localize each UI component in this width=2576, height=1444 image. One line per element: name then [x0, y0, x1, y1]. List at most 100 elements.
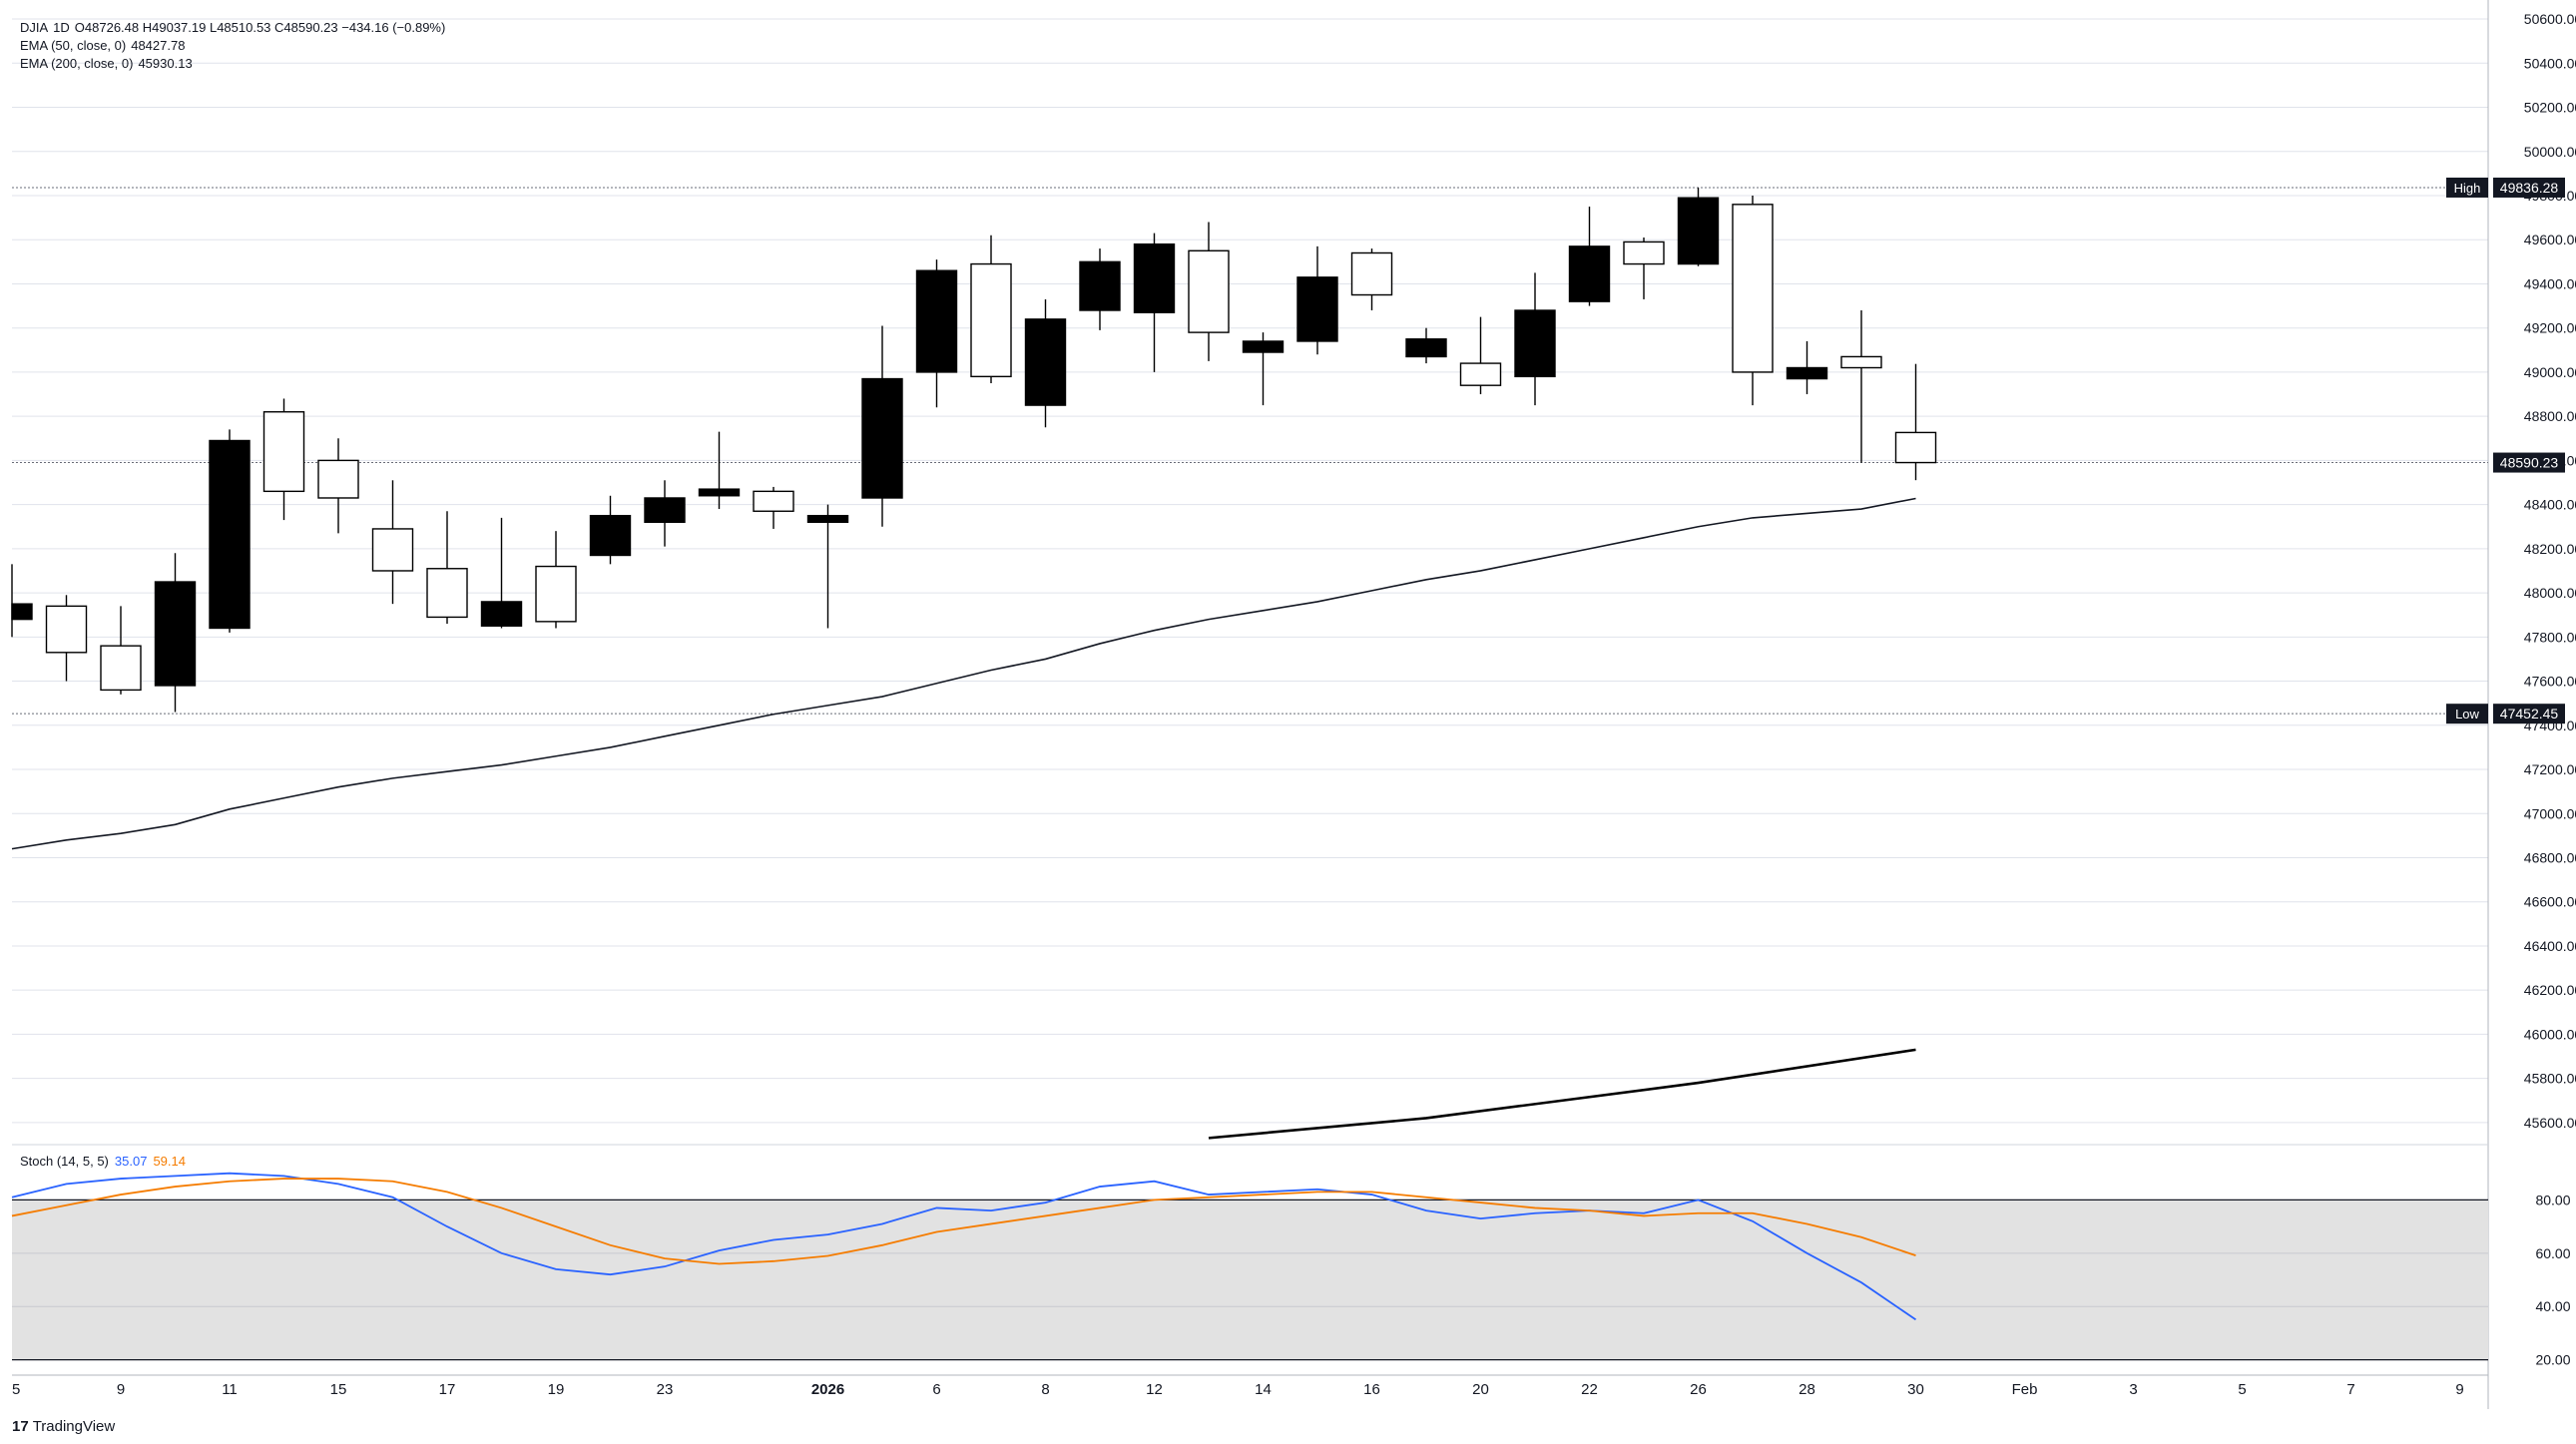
price-tick-label: 46400.00 [2524, 938, 2576, 954]
stoch-band [12, 1199, 2488, 1361]
level-tag [2446, 177, 2488, 198]
stoch-legend[interactable]: Stoch (14, 5, 5) 35.07 59.14 [20, 1154, 186, 1169]
candle [589, 495, 632, 565]
time-tick-label: 28 [1799, 1381, 1815, 1398]
candle-body [806, 514, 849, 524]
time-tick-label: 6 [932, 1381, 940, 1398]
interval-label[interactable]: 1D [53, 20, 70, 35]
ohlc-legend: DJIA 1D O48726.48 H49037.19 L48510.53 C485… [20, 19, 450, 36]
candle-body [535, 565, 577, 623]
time-tick-label: 2026 [811, 1381, 844, 1398]
ema50-line [11, 497, 1916, 850]
tradingview-logo-icon: 17 [12, 1418, 29, 1435]
ema50-label: EMA (50, close, 0) [20, 38, 127, 53]
candle-body [1514, 309, 1556, 378]
stoch-tick-label: 60.00 [2535, 1245, 2570, 1261]
candle-body [262, 411, 305, 493]
time-tick-label: 14 [1255, 1381, 1272, 1398]
candle [154, 553, 197, 713]
candle [1188, 222, 1230, 361]
candle [1894, 363, 1937, 481]
candle-body [11, 603, 33, 621]
candle-body [480, 601, 523, 627]
price-tick-label: 45600.00 [2524, 1115, 2576, 1131]
candle [1024, 298, 1067, 428]
stoch-k-value: 35.07 [114, 1154, 148, 1169]
candle [1079, 248, 1121, 330]
price-tag-text: 48590.23 [2500, 455, 2559, 471]
ema-lines [11, 497, 1916, 1140]
candle [480, 517, 523, 629]
candle [1296, 245, 1338, 355]
ema200-legend[interactable]: EMA (200, close, 0) 45930.13 [20, 55, 198, 72]
candle [970, 235, 1012, 383]
candle-body [1840, 355, 1882, 369]
price-tick-label: 50600.00 [2524, 11, 2576, 27]
time-tick-label: 26 [1690, 1381, 1707, 1398]
candle-body [861, 377, 903, 499]
price-tag-text: 49836.28 [2500, 180, 2559, 196]
candle-body [753, 490, 794, 512]
candle [861, 325, 903, 527]
candle-body [589, 514, 632, 557]
candle [1677, 187, 1720, 266]
candle [100, 606, 142, 695]
candle [535, 531, 577, 629]
time-tick-label: 5 [12, 1381, 20, 1398]
stoch-d-line [11, 1178, 1916, 1265]
candle-body [1786, 366, 1828, 380]
level-tag-text: Low [2455, 707, 2479, 722]
candle-body [644, 497, 686, 524]
price-tag-text: 47452.45 [2500, 706, 2559, 722]
ohlc-values: O48726.48 H49037.19 L48510.53 C48590.23 … [74, 20, 446, 35]
candle-body [1894, 431, 1937, 464]
candle [11, 564, 33, 638]
price-tick-label: 50400.00 [2524, 55, 2576, 71]
price-tag [2493, 452, 2565, 473]
candle [45, 595, 88, 682]
price-tick-label: 49600.00 [2524, 232, 2576, 247]
price-tick-label: 49000.00 [2524, 364, 2576, 380]
stoch-band-fill [12, 1200, 2488, 1360]
candle [644, 480, 686, 547]
price-tick-label: 47600.00 [2524, 674, 2576, 690]
candle-body [1623, 241, 1665, 265]
time-tick-label: 9 [117, 1381, 125, 1398]
candle-body [1568, 245, 1611, 302]
time-tick-label: 20 [1472, 1381, 1489, 1398]
candle [209, 429, 251, 633]
stoch-label: Stoch (14, 5, 5) [20, 1154, 109, 1169]
candle-body [1677, 197, 1720, 265]
candle [1786, 340, 1828, 395]
price-tick-label: 48400.00 [2524, 497, 2576, 513]
ema50-legend[interactable]: EMA (50, close, 0) 48427.78 [20, 37, 190, 54]
price-tick-label: 46800.00 [2524, 849, 2576, 865]
candle [753, 486, 794, 529]
candle-body [1350, 251, 1393, 296]
stoch-d-value: 59.14 [153, 1154, 186, 1169]
price-tick-label: 50000.00 [2524, 144, 2576, 160]
symbol-label[interactable]: DJIA [20, 20, 49, 35]
candle [262, 398, 305, 521]
candle-body [426, 568, 468, 619]
price-axis[interactable]: 50600.0050400.0050200.0050000.0049800.00… [2524, 11, 2576, 1368]
time-tick-label: 16 [1363, 1381, 1380, 1398]
time-tick-label: 30 [1907, 1381, 1924, 1398]
time-axis[interactable]: 5 9 11 15 17 19 23 2026 6 8 12 14 16 20 22 26 28 30 Feb 3 5 7… [12, 1381, 2464, 1398]
brand-text: TradingView [32, 1418, 116, 1435]
candle [1732, 195, 1774, 406]
candle-body [1405, 338, 1447, 358]
time-tick-label: 19 [548, 1381, 565, 1398]
price-tag [2493, 704, 2565, 724]
candle-body [100, 645, 142, 692]
time-tick-label: 9 [2455, 1381, 2463, 1398]
candle-body [1188, 249, 1230, 333]
time-tick-label: 5 [2238, 1381, 2246, 1398]
price-tags: 49836.28 High 48590.23 47452.45 Low [2446, 177, 2565, 724]
candle [1133, 233, 1176, 372]
tradingview-brand[interactable]: 17 TradingView [12, 1418, 115, 1435]
candle-body [1459, 362, 1502, 386]
price-tick-label: 49400.00 [2524, 275, 2576, 291]
time-tick-label: Feb [2012, 1381, 2038, 1398]
